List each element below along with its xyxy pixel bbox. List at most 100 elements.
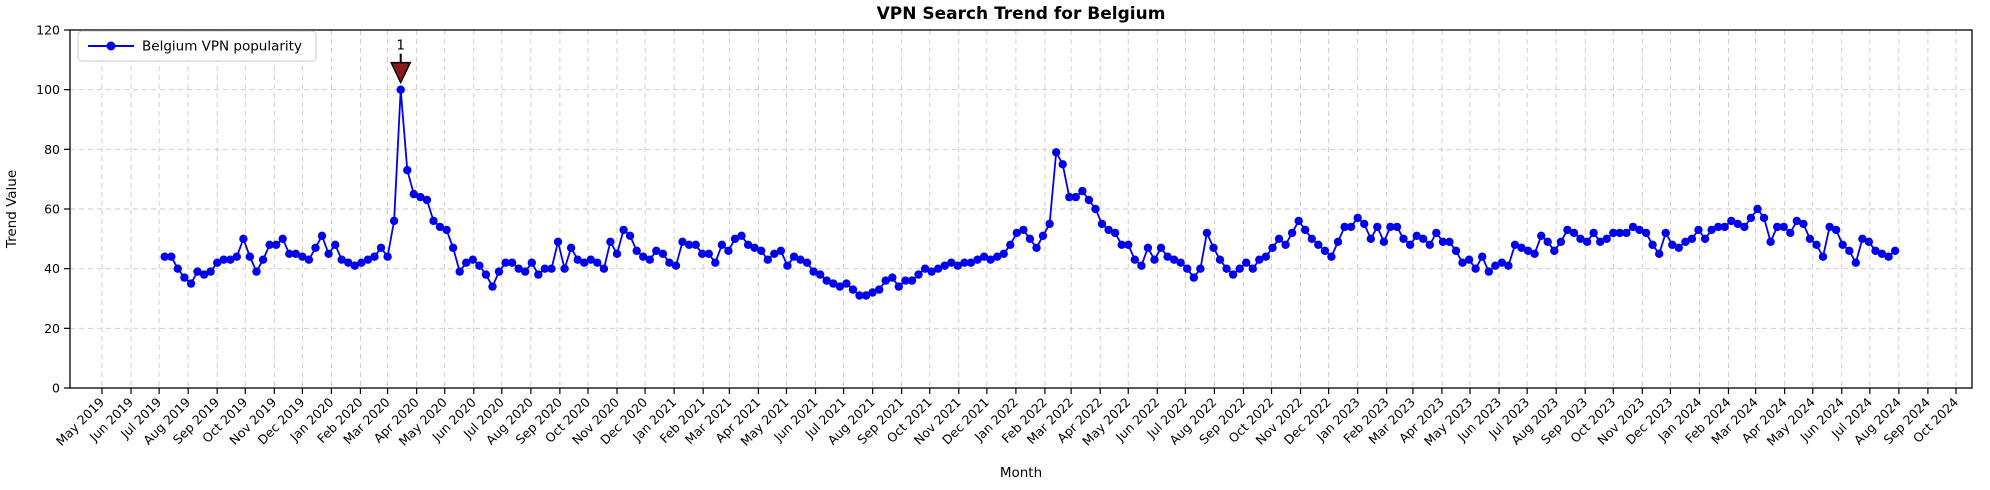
data-point-marker <box>914 270 923 279</box>
data-point-marker <box>1537 231 1546 240</box>
data-point-marker <box>219 255 228 264</box>
data-point-marker <box>442 225 451 235</box>
data-point-marker <box>1464 255 1474 264</box>
data-point-marker <box>947 258 956 267</box>
data-point-marker <box>1215 255 1225 264</box>
data-point-marker <box>1419 234 1428 243</box>
data-point-marker <box>1242 258 1251 267</box>
data-point-marker <box>1137 261 1146 270</box>
annotation-arrowhead-icon <box>390 61 412 85</box>
data-point-marker <box>1753 204 1762 214</box>
data-point-marker <box>403 166 412 175</box>
data-point-marker <box>1569 228 1579 238</box>
data-point-marker <box>1156 243 1166 252</box>
data-point-marker <box>1025 234 1035 243</box>
data-point-marker <box>1504 261 1513 270</box>
data-point-marker <box>1812 240 1821 249</box>
chart-title: VPN Search Trend for Belgium <box>877 4 1166 24</box>
data-point-marker <box>999 249 1008 258</box>
data-point-marker <box>993 252 1002 261</box>
data-point-marker <box>1412 231 1421 240</box>
data-point-marker <box>711 258 720 267</box>
data-point-marker <box>1563 225 1572 235</box>
data-point-marker <box>540 264 550 273</box>
data-point-marker <box>1622 228 1631 238</box>
data-point-marker <box>1845 246 1854 255</box>
data-point-marker <box>1425 240 1435 249</box>
data-point-marker <box>1648 240 1657 249</box>
y-tick-label: 60 <box>44 202 60 217</box>
data-point-marker <box>1065 192 1074 202</box>
data-point-marker <box>1851 258 1861 267</box>
data-point-marker <box>173 264 182 273</box>
data-point-marker <box>737 231 746 240</box>
data-point-marker <box>927 267 936 276</box>
data-point-marker <box>475 261 484 270</box>
data-point-marker <box>1006 240 1015 249</box>
data-point-marker <box>1831 225 1841 235</box>
data-point-marker <box>488 282 497 291</box>
data-point-marker <box>1792 216 1802 226</box>
annotation-label: 1 <box>396 38 405 54</box>
data-point-marker <box>1720 222 1729 232</box>
data-point-marker <box>822 276 831 285</box>
data-point-marker <box>1366 234 1376 243</box>
data-point-marker <box>1530 249 1539 258</box>
data-point-marker <box>763 255 772 264</box>
data-point-marker <box>665 258 674 267</box>
data-point-marker <box>265 240 274 249</box>
data-point-marker <box>1314 240 1323 249</box>
data-point-marker <box>1661 228 1670 238</box>
data-point-marker <box>1045 219 1054 229</box>
y-tick-labels: 0 20 40 60 80 100 120 <box>36 23 60 396</box>
data-point-marker <box>1497 258 1507 267</box>
axis-layer <box>64 29 1973 394</box>
data-point-marker <box>1360 219 1369 229</box>
data-point-marker <box>658 249 668 258</box>
data-point-marker <box>802 258 812 267</box>
data-point-marker <box>1510 240 1520 249</box>
data-point-marker <box>213 258 222 267</box>
data-point-marker <box>1110 228 1120 238</box>
data-point-marker <box>1779 222 1788 232</box>
data-point-marker <box>1228 270 1238 279</box>
data-point-marker <box>1150 255 1159 264</box>
data-point-marker <box>291 249 300 258</box>
data-point-marker <box>1209 243 1218 252</box>
plot-border <box>69 29 1973 389</box>
data-point-marker <box>1681 237 1690 246</box>
data-point-marker <box>855 291 864 300</box>
data-point-marker <box>1130 255 1140 264</box>
data-point-marker <box>1609 228 1618 238</box>
data-point-marker <box>1641 228 1651 238</box>
data-point-marker <box>1019 225 1028 235</box>
data-point-marker <box>816 270 825 279</box>
data-point-marker <box>934 264 943 273</box>
data-point-marker <box>553 237 563 246</box>
data-point-marker <box>599 264 609 273</box>
data-point-marker <box>1307 234 1317 243</box>
data-point-marker <box>389 216 399 226</box>
data-point-marker <box>180 273 189 282</box>
data-point-marker <box>907 276 917 285</box>
data-point-marker <box>868 288 877 297</box>
data-point-marker <box>1438 237 1448 246</box>
data-point-marker <box>1248 264 1258 273</box>
data-point-marker <box>1169 255 1179 264</box>
data-point-marker <box>1628 222 1638 232</box>
data-point-marker <box>1799 219 1808 229</box>
data-point-marker <box>1668 240 1677 249</box>
data-point-marker <box>1104 225 1113 235</box>
data-point-marker <box>160 252 169 261</box>
data-point-marker <box>835 282 845 291</box>
data-point-marker <box>1052 148 1061 157</box>
data-point-marker <box>396 85 405 94</box>
data-point-marker <box>1523 246 1533 255</box>
data-point-marker <box>344 258 353 267</box>
data-point-marker <box>750 243 759 252</box>
data-point-marker <box>1091 204 1100 214</box>
data-point-marker <box>920 264 930 273</box>
data-point-marker <box>1301 225 1310 235</box>
data-point-marker <box>704 249 713 258</box>
data-point-marker <box>1615 228 1625 238</box>
